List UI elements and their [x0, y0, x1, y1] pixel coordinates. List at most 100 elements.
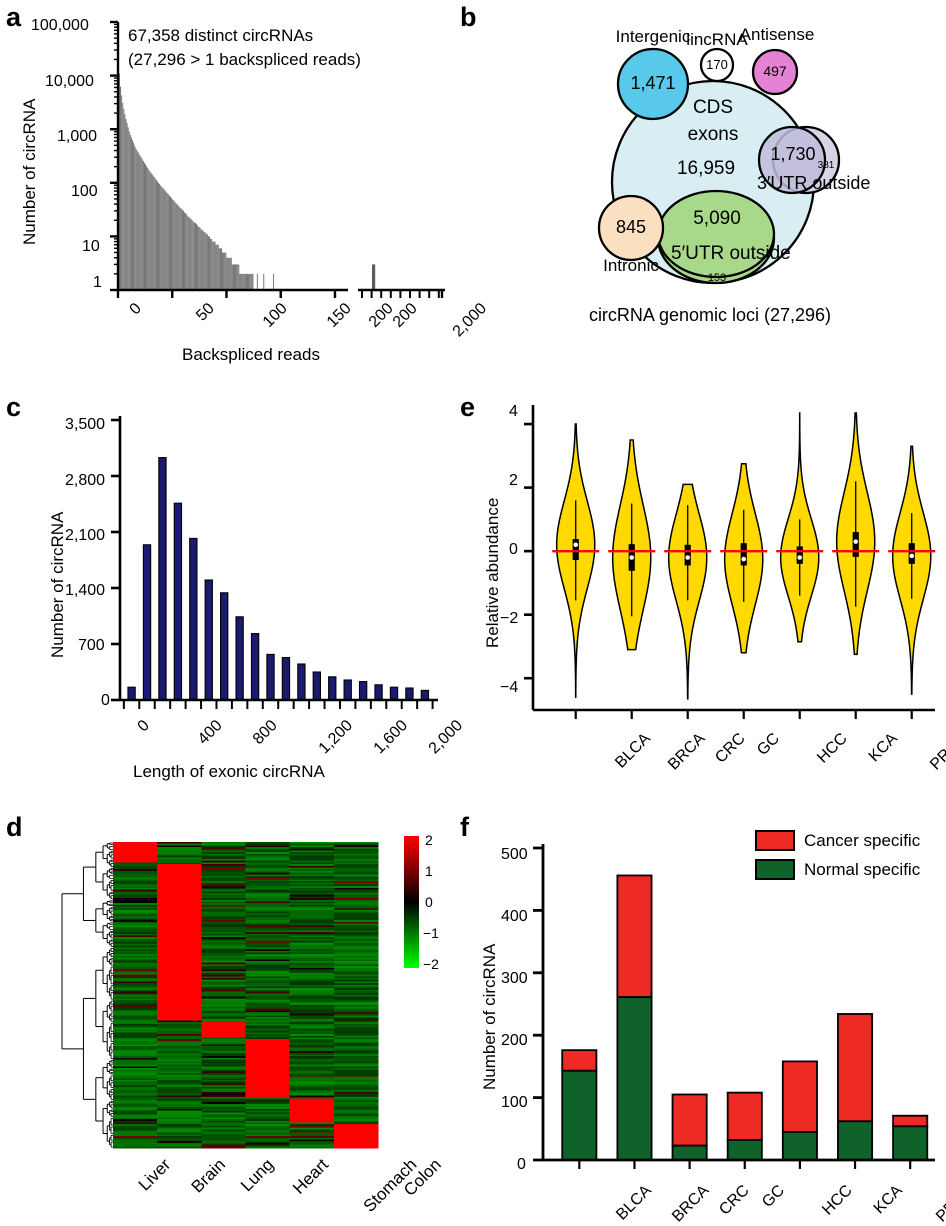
panel-d-xtick-3: Heart — [289, 1155, 333, 1198]
panel-e-xtick-5: KCA — [865, 730, 901, 766]
panel-f-xtick-2: CRC — [716, 1182, 753, 1219]
venn-value-5utr: 5,090 — [693, 208, 741, 229]
panel-e-xtick-4: HCC — [814, 730, 851, 767]
panel-c-xtick-4: 1,600 — [370, 717, 412, 758]
panel-a-ytick-5: 1 — [93, 274, 102, 291]
panel-a-xtick-2: 100 — [259, 300, 291, 331]
panel-d-xtick-2: Lung — [237, 1155, 278, 1196]
panel-e: e Relative abundance 4 2 0 −2 −4 BLCA BR… — [455, 390, 946, 790]
panel-d-colorbar-tick-2: 0 — [425, 894, 433, 910]
panel-d-colorbar-tick-1: 1 — [425, 863, 433, 879]
panel-d-heatmap — [61, 836, 419, 1149]
panel-f-legend-item-normal: Normal specific — [755, 859, 920, 880]
panel-f-xtick-6: PRAD — [933, 1182, 946, 1226]
venn-value-lincrna: 170 — [706, 57, 728, 72]
panel-d-letter: d — [6, 812, 23, 842]
panel-e-ytick-2: 0 — [509, 541, 518, 558]
panel-f-plot — [533, 844, 935, 1169]
panel-e-xtick-1: BRCA — [665, 730, 709, 774]
panel-f-legend: Cancer specific Normal specific — [755, 830, 920, 880]
panel-c-ytick-2: 1,400 — [65, 582, 106, 599]
venn-label-lincrna: lincRNA — [686, 30, 748, 49]
panel-a-xtick-3: 150 — [323, 300, 355, 331]
venn-circle-intronic — [597, 194, 665, 262]
legend-swatch-cancer-specific — [755, 830, 795, 851]
panel-d: d Liver Brain Lung Heart Stomach Colon 2… — [0, 800, 455, 1222]
panel-f-xtick-4: HCC — [819, 1182, 856, 1219]
panel-c-ytick-3: 2,100 — [65, 527, 106, 544]
panel-a-plot — [110, 20, 445, 298]
panel-e-plot — [524, 405, 936, 719]
panel-a-ytick-4: 10 — [82, 238, 100, 255]
panel-a-xtick-5: 200 — [389, 300, 421, 331]
venn-circle-intergenic — [616, 47, 690, 121]
venn-circle-lincrna — [699, 47, 735, 83]
venn-label-intergenic: Intergenic — [615, 27, 691, 46]
venn-label-5utr: 5′UTR outside — [671, 243, 791, 264]
venn-value-antisense: 497 — [763, 63, 787, 79]
panel-d-colorbar-tick-3: −1 — [423, 925, 439, 941]
panel-e-ytick-4: −4 — [500, 679, 519, 696]
panel-a: a 67,358 distinct circRNAs (27,296 > 1 b… — [0, 0, 490, 375]
panel-e-xtick-3: GC — [754, 730, 784, 759]
panel-c-xtick-3: 1,200 — [315, 717, 357, 758]
panel-b-euler-diagram — [597, 47, 841, 285]
venn-circle-3utr — [757, 125, 827, 195]
panel-e-xtick-2: CRC — [712, 730, 749, 767]
panel-c-xtick-1: 400 — [194, 717, 226, 748]
panel-c-x-axis-label: Length of exonic circRNA — [133, 762, 325, 781]
panel-d-xtick-1: Brain — [187, 1155, 230, 1197]
panel-c-ytick-1: 700 — [78, 637, 105, 654]
panel-e-xtick-0: BLCA — [612, 730, 654, 772]
venn-label-antisense: Antisense — [739, 25, 815, 44]
panel-f-ytick-3: 300 — [501, 970, 528, 987]
panel-a-annotation-line2: (27,296 > 1 backspliced reads) — [128, 50, 361, 69]
venn-circle-antisense — [751, 48, 799, 96]
panel-d-xtick-0: Liver — [134, 1155, 175, 1195]
panel-a-annotation-line1: 67,358 distinct circRNAs — [128, 26, 314, 45]
legend-label-normal-specific: Normal specific — [804, 859, 921, 879]
panel-f-legend-item-cancer: Cancer specific — [755, 830, 920, 851]
panel-c-ytick-5: 3,500 — [65, 416, 106, 433]
panel-a-ytick-2: 1,000 — [57, 128, 98, 145]
panel-f-xtick-5: KCA — [870, 1182, 906, 1218]
venn-value-cds-exons: 16,959 — [676, 158, 736, 179]
panel-a-xtick-0: 0 — [126, 300, 145, 319]
panel-a-ytick-1: 10,000 — [45, 73, 94, 90]
panel-b-caption: circRNA genomic loci (27,296) — [588, 305, 832, 325]
panel-c: c Number of circRNA 3,500 2,800 2,100 1,… — [0, 390, 466, 790]
venn-value-3utr: 1,730 — [770, 144, 816, 164]
venn-label-cds-exons-line1: CDS — [692, 97, 734, 118]
legend-swatch-normal-specific — [755, 859, 795, 880]
venn-value-intergenic: 1,471 — [630, 73, 676, 93]
panel-c-plot — [111, 416, 438, 709]
panel-f-ytick-4: 400 — [501, 908, 528, 925]
panel-f-ytick-5: 500 — [501, 846, 528, 863]
panel-a-ytick-3: 100 — [71, 183, 98, 200]
panel-c-ytick-4: 2,800 — [65, 472, 106, 489]
panel-f-xtick-1: BRCA — [669, 1182, 713, 1226]
venn-value-3utr-outside: 381 — [817, 160, 835, 171]
panel-c-xtick-2: 800 — [249, 717, 281, 748]
panel-a-xtick-1: 50 — [193, 300, 218, 325]
venn-label-intronic: Intronic — [603, 256, 659, 275]
panel-f-ytick-2: 200 — [501, 1032, 528, 1049]
panel-f: f Number of circRNA 500 400 300 200 100 … — [455, 800, 946, 1226]
panel-c-ytick-0: 0 — [101, 692, 110, 709]
venn-label-3utr: 3′UTR outside — [757, 173, 871, 193]
panel-f-xtick-0: BLCA — [613, 1182, 655, 1224]
panel-a-letter: a — [6, 2, 22, 32]
venn-value-intronic: 845 — [615, 217, 647, 237]
venn-value-5utr-outside: 153 — [707, 272, 727, 284]
panel-c-letter: c — [6, 392, 22, 422]
panel-a-ytick-0: 100,000 — [31, 17, 89, 34]
panel-a-x-axis-label: Backspliced reads — [182, 345, 320, 364]
panel-f-letter: f — [460, 812, 469, 842]
panel-d-colorbar-tick-4: −2 — [423, 956, 439, 972]
panel-f-ytick-1: 100 — [501, 1094, 528, 1111]
panel-e-letter: e — [460, 392, 476, 422]
panel-e-ytick-0: 4 — [509, 403, 518, 420]
panel-f-xtick-3: GC — [759, 1182, 789, 1211]
panel-e-ytick-1: 2 — [509, 472, 518, 489]
panel-f-ytick-0: 0 — [517, 1156, 526, 1173]
